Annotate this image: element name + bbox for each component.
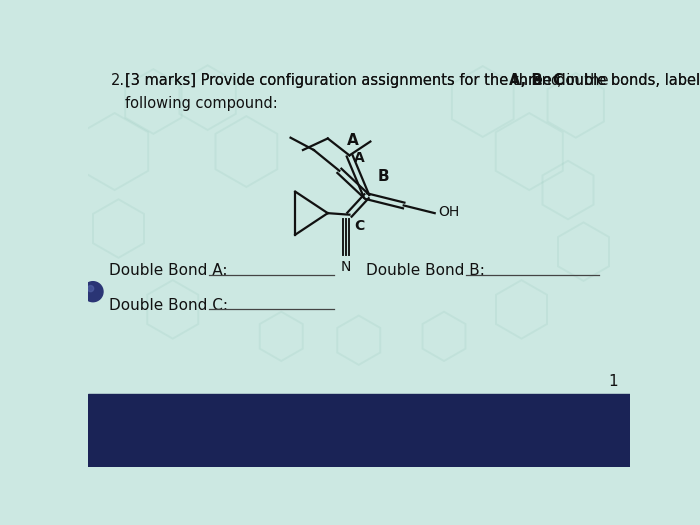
Text: B: B	[378, 169, 389, 184]
Text: Double Bond A:: Double Bond A:	[109, 264, 228, 278]
Text: OH: OH	[438, 205, 459, 218]
Text: 2.: 2.	[111, 73, 125, 88]
Text: A, B: A, B	[509, 73, 542, 88]
Text: and: and	[528, 73, 565, 88]
Text: A: A	[354, 151, 365, 165]
Text: Double Bond C:: Double Bond C:	[109, 298, 228, 313]
Bar	[88, 394, 630, 467]
Text: N: N	[340, 260, 351, 274]
Text: [3 marks] Provide configuration assignments for the three double bonds, labeled: [3 marks] Provide configuration assignme…	[125, 73, 700, 88]
Text: 1: 1	[608, 373, 618, 388]
Text: [3 marks] Provide configuration assignments for the three double bonds, labeled : [3 marks] Provide configuration assignme…	[125, 73, 700, 88]
Text: C: C	[552, 73, 563, 88]
Text: following compound:: following compound:	[125, 96, 277, 111]
Text: Double Bond B:: Double Bond B:	[367, 264, 485, 278]
Text: C: C	[354, 218, 365, 233]
Text: , in the: , in the	[557, 73, 608, 88]
Circle shape	[83, 282, 103, 302]
Text: [3 marks] Provide configuration assignments for the three double bonds, labeled: [3 marks] Provide configuration assignme…	[125, 73, 700, 88]
Circle shape	[88, 286, 94, 292]
Text: A: A	[346, 133, 358, 149]
